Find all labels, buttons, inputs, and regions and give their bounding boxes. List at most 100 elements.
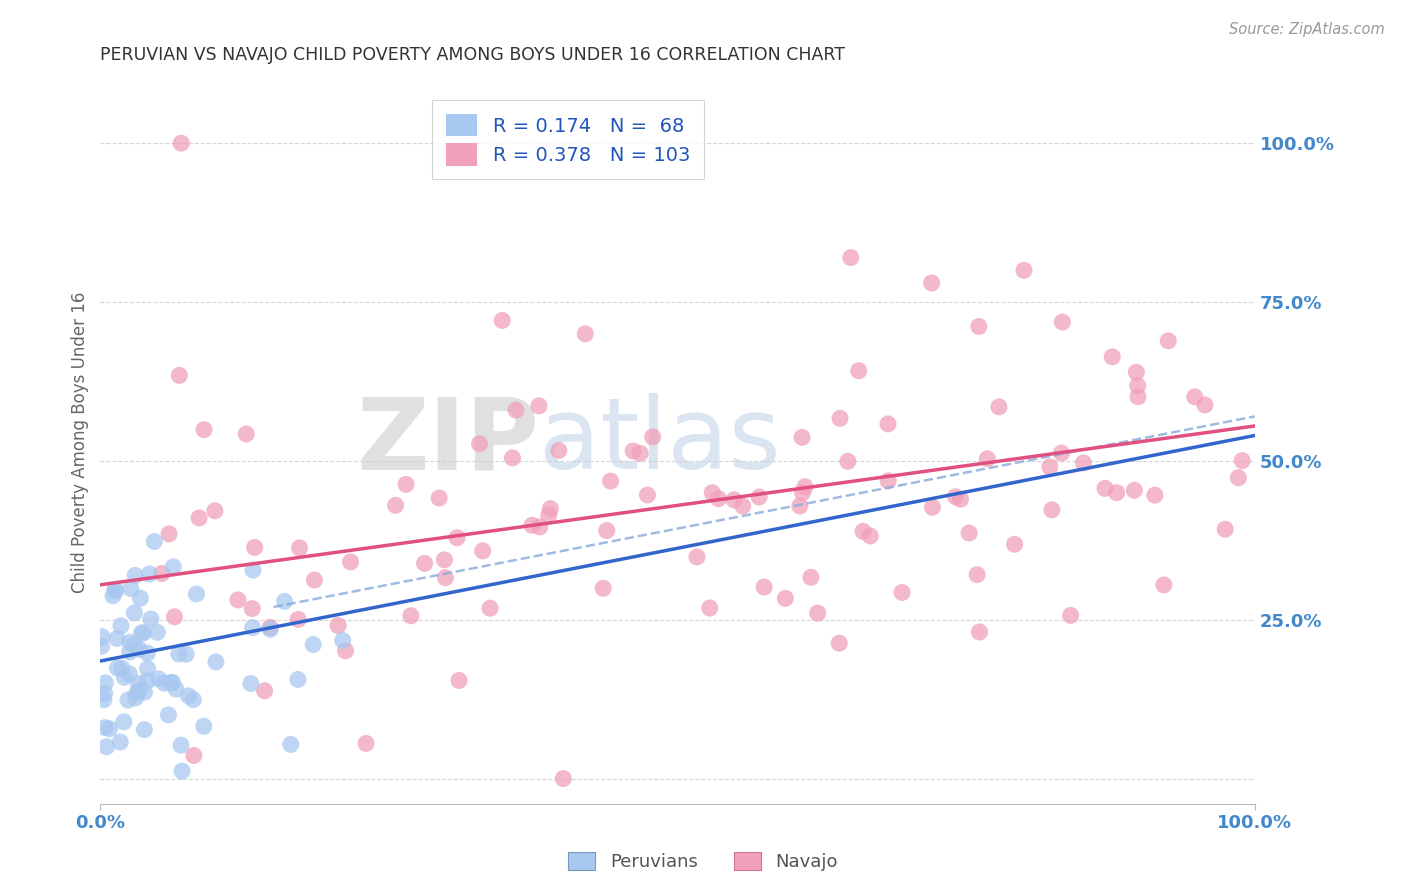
Point: [427, 491, 450, 505]
Point: [501, 450, 523, 465]
Point: [129, 591, 152, 606]
Point: [243, 541, 266, 555]
Point: [1126, 378, 1149, 392]
Point: [967, 319, 990, 334]
Point: [136, 646, 159, 660]
Point: [105, 632, 128, 646]
Point: [921, 276, 943, 290]
Point: [699, 601, 721, 615]
Point: [104, 584, 127, 599]
Point: [163, 610, 186, 624]
Point: [105, 661, 128, 675]
Point: [98, 722, 121, 736]
Point: [165, 681, 187, 696]
Point: [547, 443, 569, 458]
Point: [446, 531, 468, 545]
Point: [132, 626, 155, 640]
Point: [794, 480, 817, 494]
Point: [775, 591, 797, 606]
Point: [468, 436, 491, 450]
Point: [852, 524, 875, 539]
Point: [117, 693, 139, 707]
Point: [966, 567, 988, 582]
Point: [125, 685, 148, 699]
Point: [93, 692, 115, 706]
Point: [335, 644, 357, 658]
Point: [1105, 485, 1128, 500]
Point: [167, 647, 190, 661]
Point: [1194, 398, 1216, 412]
Point: [789, 499, 811, 513]
Point: [1213, 522, 1236, 536]
Point: [118, 635, 141, 649]
Point: [828, 636, 851, 650]
Point: [131, 626, 153, 640]
Point: [134, 723, 156, 737]
Point: [146, 625, 169, 640]
Point: [91, 630, 114, 644]
Point: [90, 640, 112, 654]
Point: [170, 764, 193, 778]
Point: [1094, 481, 1116, 495]
Point: [723, 492, 745, 507]
Point: [181, 692, 204, 706]
Point: [124, 568, 146, 582]
Point: [1039, 459, 1062, 474]
Point: [686, 549, 709, 564]
Point: [354, 736, 377, 750]
Point: [328, 618, 350, 632]
Point: [636, 488, 658, 502]
Point: [596, 524, 619, 538]
Point: [162, 560, 184, 574]
Point: [124, 606, 146, 620]
Point: [239, 676, 262, 690]
Point: [93, 686, 115, 700]
Legend: R = 0.174   N =  68, R = 0.378   N = 103: R = 0.174 N = 68, R = 0.378 N = 103: [432, 100, 703, 179]
Point: [188, 511, 211, 525]
Y-axis label: Child Poverty Among Boys Under 16: Child Poverty Among Boys Under 16: [72, 291, 89, 592]
Point: [111, 661, 134, 675]
Point: [1153, 578, 1175, 592]
Point: [707, 491, 730, 506]
Point: [877, 474, 900, 488]
Point: [159, 675, 181, 690]
Point: [134, 685, 156, 699]
Point: [449, 673, 471, 688]
Text: atlas: atlas: [538, 393, 780, 491]
Point: [273, 594, 295, 608]
Point: [945, 490, 967, 504]
Point: [800, 570, 823, 584]
Point: [1227, 471, 1250, 485]
Point: [204, 504, 226, 518]
Point: [574, 326, 596, 341]
Point: [949, 492, 972, 507]
Point: [124, 690, 146, 705]
Point: [104, 582, 127, 597]
Point: [177, 689, 200, 703]
Point: [1123, 483, 1146, 498]
Point: [169, 368, 191, 383]
Point: [186, 587, 208, 601]
Point: [94, 721, 117, 735]
Point: [859, 529, 882, 543]
Point: [1040, 503, 1063, 517]
Point: [752, 580, 775, 594]
Point: [110, 619, 132, 633]
Point: [304, 573, 326, 587]
Point: [1073, 456, 1095, 470]
Point: [253, 683, 276, 698]
Point: [235, 427, 257, 442]
Point: [413, 557, 436, 571]
Point: [599, 474, 621, 488]
Point: [128, 683, 150, 698]
Point: [520, 518, 543, 533]
Point: [96, 739, 118, 754]
Point: [157, 527, 180, 541]
Point: [527, 399, 550, 413]
Point: [143, 534, 166, 549]
Point: [592, 582, 614, 596]
Text: PERUVIAN VS NAVAJO CHILD POVERTY AMONG BOYS UNDER 16 CORRELATION CHART: PERUVIAN VS NAVAJO CHILD POVERTY AMONG B…: [100, 46, 845, 64]
Point: [226, 593, 249, 607]
Point: [399, 608, 422, 623]
Point: [987, 400, 1010, 414]
